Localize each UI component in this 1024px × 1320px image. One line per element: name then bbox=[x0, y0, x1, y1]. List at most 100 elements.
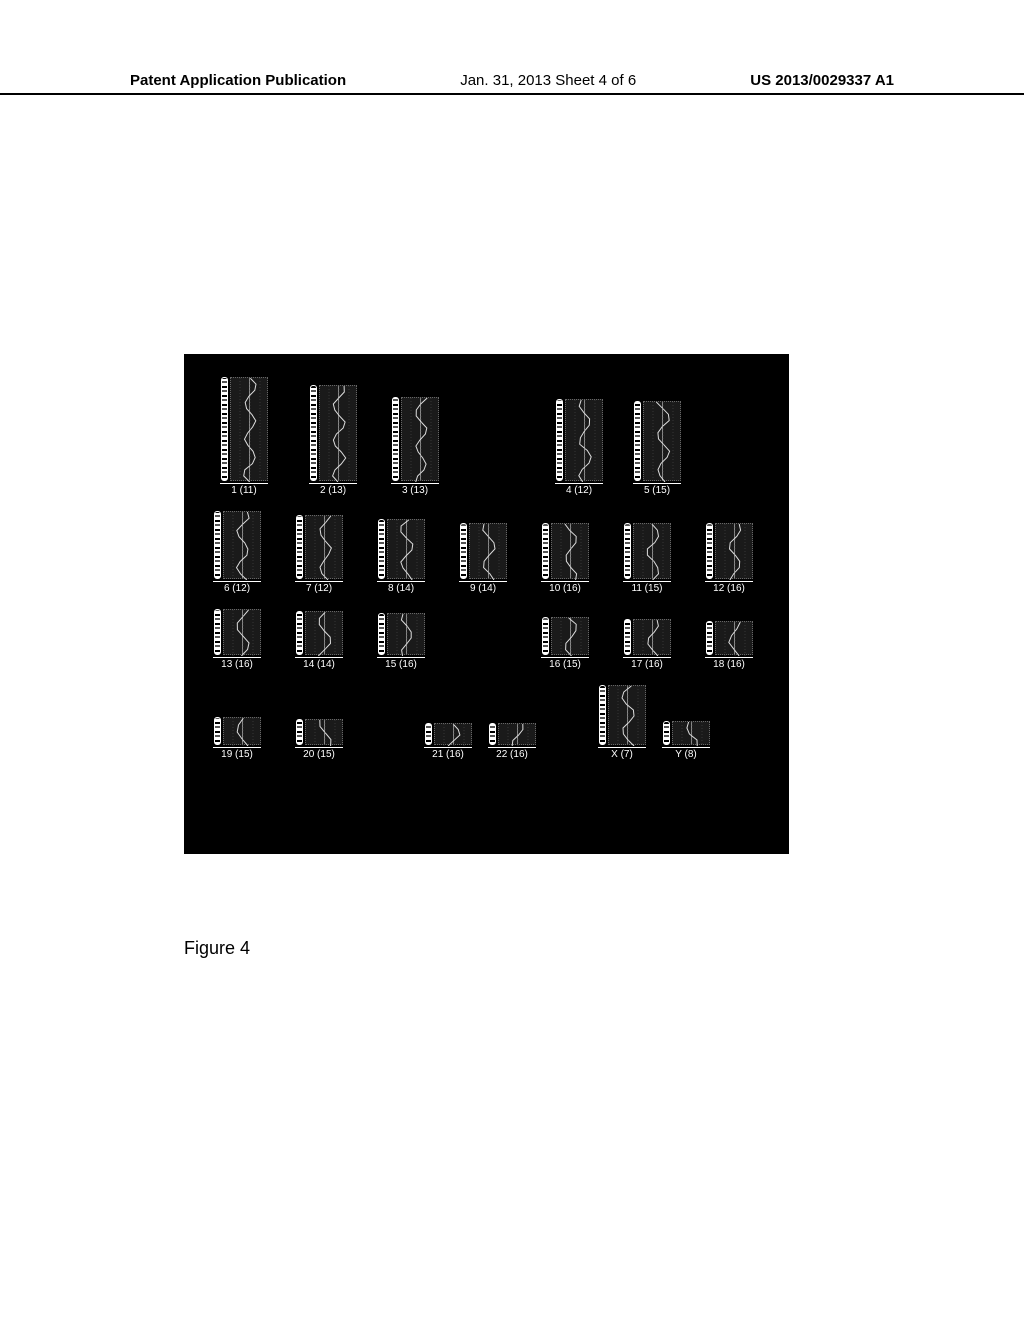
cgh-profile bbox=[305, 611, 343, 655]
chromosome-pair bbox=[599, 685, 646, 745]
karyotype-row: 6 (12) 7 (12) 8 (14) 9 (14) 10 (16) 11 (15) 12… bbox=[196, 502, 777, 594]
cgh-profile bbox=[223, 511, 261, 579]
chromosome-cell: 16 (15) bbox=[524, 617, 606, 670]
chromosome-pair bbox=[489, 723, 536, 745]
ideogram-icon bbox=[378, 613, 385, 655]
chromosome-cell: 7 (12) bbox=[278, 515, 360, 594]
header-publication-type: Patent Application Publication bbox=[130, 72, 346, 89]
profile-trace-icon bbox=[388, 614, 426, 656]
chromosome-label: 17 (16) bbox=[623, 657, 671, 670]
chromosome-label: 5 (15) bbox=[633, 483, 681, 496]
chromosome-pair bbox=[425, 723, 472, 745]
chromosome-label: 9 (14) bbox=[459, 581, 507, 594]
cgh-profile bbox=[230, 377, 268, 481]
chromosome-cell: 14 (14) bbox=[278, 611, 360, 670]
profile-trace-icon bbox=[716, 622, 754, 656]
chromosome-label: 10 (16) bbox=[541, 581, 589, 594]
chromosome-cell: 10 (16) bbox=[524, 523, 606, 594]
chromosome-label: 19 (15) bbox=[213, 747, 261, 760]
cgh-profile bbox=[551, 617, 589, 655]
cgh-profile bbox=[715, 621, 753, 655]
chromosome-cell: 4 (12) bbox=[538, 399, 620, 496]
chromosome-label: 3 (13) bbox=[391, 483, 439, 496]
cgh-profile bbox=[498, 723, 536, 745]
karyotype-row: 13 (16) 14 (14) 15 (16) 16 (15) 17 (16) 18 (1… bbox=[196, 600, 777, 670]
chromosome-pair bbox=[214, 609, 261, 655]
chromosome-cell: 2 (13) bbox=[292, 385, 374, 496]
ideogram-icon bbox=[296, 719, 303, 745]
chromosome-label: 1 (11) bbox=[220, 483, 268, 496]
cgh-profile bbox=[223, 717, 261, 745]
chromosome-cell: 6 (12) bbox=[196, 511, 278, 594]
chromosome-cell: X (7) bbox=[590, 685, 654, 760]
cgh-profile bbox=[469, 523, 507, 579]
chromosome-label: 18 (16) bbox=[705, 657, 753, 670]
chromosome-label: 20 (15) bbox=[295, 747, 343, 760]
profile-trace-icon bbox=[224, 610, 262, 656]
chromosome-pair bbox=[634, 401, 681, 481]
ideogram-icon bbox=[378, 519, 385, 579]
profile-trace-icon bbox=[673, 722, 711, 746]
karyotype-row: 19 (15)20 (15)21 (16)22 (16)X (7)Y (8) bbox=[196, 676, 777, 760]
ideogram-icon bbox=[663, 721, 670, 745]
profile-trace-icon bbox=[435, 724, 473, 746]
profile-trace-icon bbox=[644, 402, 682, 482]
ideogram-icon bbox=[624, 523, 631, 579]
ideogram-icon bbox=[425, 723, 432, 745]
chromosome-pair bbox=[706, 523, 753, 579]
chromosome-label: 12 (16) bbox=[705, 581, 753, 594]
karyotype-row: 1 (11) 2 (13) 3 (13) 4 (12) 5 (15) bbox=[196, 368, 777, 496]
chromosome-cell: 13 (16) bbox=[196, 609, 278, 670]
profile-trace-icon bbox=[634, 524, 672, 580]
chromosome-label: 22 (16) bbox=[488, 747, 536, 760]
cgh-profile bbox=[305, 515, 343, 579]
ideogram-icon bbox=[706, 523, 713, 579]
chromosome-pair bbox=[392, 397, 439, 481]
ideogram-icon bbox=[296, 611, 303, 655]
chromosome-pair bbox=[663, 721, 710, 745]
chromosome-label: 6 (12) bbox=[213, 581, 261, 594]
chromosome-pair bbox=[296, 611, 343, 655]
chromosome-label: 8 (14) bbox=[377, 581, 425, 594]
chromosome-pair bbox=[221, 377, 268, 481]
cgh-profile bbox=[387, 519, 425, 579]
ideogram-icon bbox=[296, 515, 303, 579]
cgh-profile bbox=[672, 721, 710, 745]
chromosome-pair bbox=[556, 399, 603, 481]
chromosome-pair bbox=[214, 511, 261, 579]
chromosome-cell: 11 (15) bbox=[606, 523, 688, 594]
ideogram-icon bbox=[634, 401, 641, 481]
page-header: Patent Application Publication Jan. 31, … bbox=[0, 72, 1024, 95]
cgh-profile bbox=[633, 523, 671, 579]
ideogram-icon bbox=[460, 523, 467, 579]
cgh-profile bbox=[305, 719, 343, 745]
chromosome-cell: 19 (15) bbox=[196, 717, 278, 760]
cgh-profile bbox=[223, 609, 261, 655]
profile-trace-icon bbox=[306, 720, 344, 746]
chromosome-label: 13 (16) bbox=[213, 657, 261, 670]
ideogram-icon bbox=[214, 717, 221, 745]
chromosome-cell: 8 (14) bbox=[360, 519, 442, 594]
profile-trace-icon bbox=[402, 398, 440, 482]
header-date-sheet: Jan. 31, 2013 Sheet 4 of 6 bbox=[460, 72, 636, 89]
chromosome-pair bbox=[624, 523, 671, 579]
chromosome-pair bbox=[378, 613, 425, 655]
ideogram-icon bbox=[556, 399, 563, 481]
profile-trace-icon bbox=[224, 512, 262, 580]
chromosome-pair bbox=[296, 515, 343, 579]
ideogram-icon bbox=[624, 619, 631, 655]
chromosome-pair bbox=[706, 621, 753, 655]
chromosome-pair bbox=[378, 519, 425, 579]
ideogram-icon bbox=[310, 385, 317, 481]
profile-trace-icon bbox=[306, 612, 344, 656]
ideogram-icon bbox=[489, 723, 496, 745]
chromosome-label: 15 (16) bbox=[377, 657, 425, 670]
profile-trace-icon bbox=[224, 718, 262, 746]
profile-trace-icon bbox=[552, 618, 590, 656]
cgh-profile bbox=[387, 613, 425, 655]
chromosome-pair bbox=[542, 617, 589, 655]
ideogram-icon bbox=[214, 511, 221, 579]
profile-trace-icon bbox=[499, 724, 537, 746]
ideogram-icon bbox=[599, 685, 606, 745]
profile-trace-icon bbox=[634, 620, 672, 656]
